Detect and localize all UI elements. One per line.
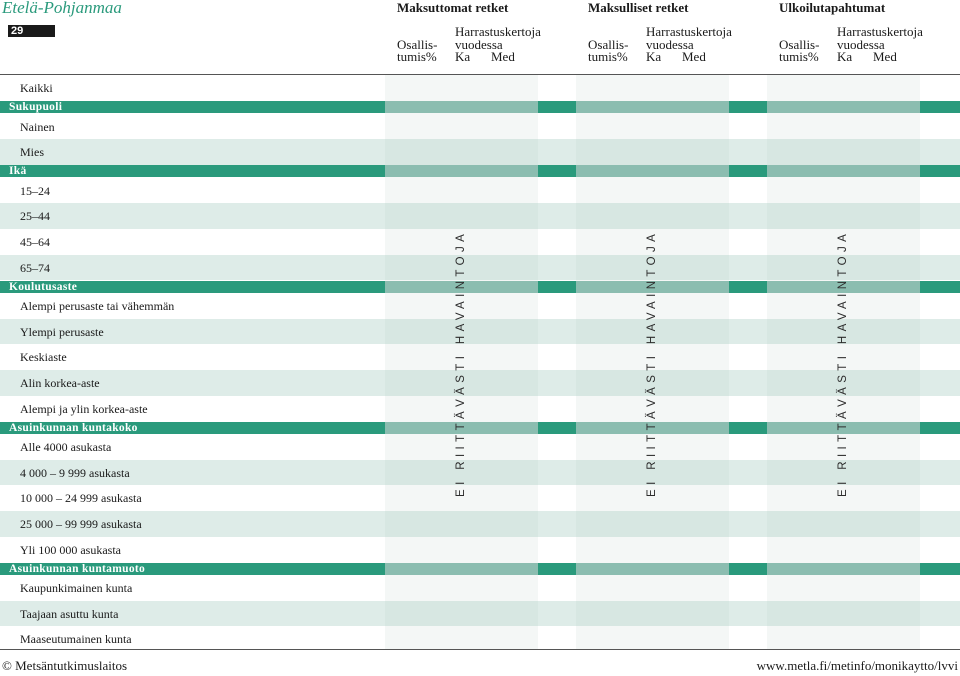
row-label: Alle 4000 asukasta	[20, 440, 112, 455]
group-title: Maksulliset retket	[588, 0, 689, 15]
table-row: 25–44	[0, 203, 960, 229]
frequency-label-2: vuodessa	[837, 37, 885, 52]
participation-label-2: tumis%	[397, 49, 437, 64]
section-header: Sukupuoli	[0, 101, 960, 114]
row-label: Alin korkea-aste	[20, 376, 100, 390]
row-label: Keskiaste	[20, 350, 67, 365]
frequency-label-2: vuodessa	[646, 37, 694, 52]
row-label: Taajaan asuttu kunta	[20, 606, 119, 621]
no-data-notice: EI RIITTÄVÄSTI HAVAINTOJA	[455, 229, 467, 497]
section-label: Sukupuoli	[9, 101, 63, 114]
row-label: Yli 100 000 asukasta	[20, 542, 121, 557]
frequency-label: Harrastuskertoja	[837, 24, 923, 39]
participation-label: Osallis-	[397, 37, 438, 52]
participation-label-2: tumis%	[779, 49, 819, 64]
median-label: Med	[873, 49, 897, 64]
median-label: Med	[682, 49, 706, 64]
footer-copyright: © Metsäntutkimuslaitos	[2, 658, 128, 673]
participation-label: Osallis-	[588, 37, 629, 52]
section-segment	[767, 421, 920, 434]
table-row: Alempi perusaste tai vähemmän	[0, 293, 960, 319]
section-segment	[385, 562, 538, 575]
section-segment	[767, 562, 920, 575]
table-row: 65–74	[0, 254, 960, 281]
frequency-label-2: vuodessa	[455, 37, 503, 52]
participation-label-2: tumis%	[588, 49, 628, 64]
table-row: Kaikki	[0, 75, 960, 101]
median-label: Med	[491, 49, 515, 64]
row-label: 25 000 – 99 999 asukasta	[20, 517, 142, 531]
mean-label: Ka	[837, 49, 853, 64]
row-label: Nainen	[20, 119, 55, 134]
row-label: Mies	[20, 145, 44, 160]
section-segment	[576, 165, 729, 178]
section-segment	[576, 101, 729, 114]
no-data-notice: EI RIITTÄVÄSTI HAVAINTOJA	[646, 229, 658, 497]
table-row: 10 000 – 24 999 asukasta	[0, 485, 960, 511]
section-segment	[385, 101, 538, 114]
section-segment	[576, 280, 729, 293]
row-label: 15–24	[20, 183, 50, 198]
section-label: Asuinkunnan kuntamuoto	[9, 562, 146, 575]
table-row: Yli 100 000 asukasta	[0, 537, 960, 563]
section-label: Asuinkunnan kuntakoko	[9, 421, 138, 434]
table-row: Alle 4000 asukasta	[0, 434, 960, 460]
table-row: 25 000 – 99 999 asukasta	[0, 511, 960, 537]
section-segment	[385, 165, 538, 178]
table-row: Mies	[0, 139, 960, 165]
section-header: Asuinkunnan kuntakoko	[0, 421, 960, 434]
section-header: Koulutusaste	[0, 280, 960, 293]
row-label: 10 000 – 24 999 asukasta	[20, 491, 142, 506]
row-label: Kaikki	[20, 81, 53, 95]
row-label: 65–74	[20, 260, 50, 275]
group-title: Ulkoilutapahtumat	[779, 0, 886, 15]
row-label: Kaupunkimainen kunta	[20, 581, 133, 596]
row-label: Ylempi perusaste	[20, 324, 104, 339]
table-row: Taajaan asuttu kunta	[0, 600, 960, 627]
page-number: 29	[8, 25, 55, 37]
table-row: 15–24	[0, 178, 960, 204]
row-label: 4 000 – 9 999 asukasta	[20, 465, 130, 480]
section-segment	[767, 101, 920, 114]
section-segment	[767, 165, 920, 178]
table-row: Nainen	[0, 114, 960, 140]
section-segment	[385, 280, 538, 293]
section-header: Ikä	[0, 165, 960, 178]
row-label: Alempi perusaste tai vähemmän	[20, 299, 175, 314]
section-segment	[576, 562, 729, 575]
table-row: 45–64	[0, 229, 960, 255]
row-label: 25–44	[20, 209, 50, 224]
mean-label: Ka	[646, 49, 662, 64]
section-segment	[385, 421, 538, 434]
row-label: Alempi ja ylin korkea-aste	[20, 401, 148, 416]
header-rule	[0, 74, 960, 75]
region-title: Etelä-Pohjanmaa	[2, 0, 122, 17]
table-row: Ylempi perusaste	[0, 318, 960, 345]
row-label: Maaseutumainen kunta	[20, 632, 132, 647]
section-label: Koulutusaste	[9, 280, 78, 293]
table-row: Kaupunkimainen kunta	[0, 575, 960, 601]
section-segment	[576, 421, 729, 434]
row-label: 45–64	[20, 235, 50, 249]
section-segment	[767, 280, 920, 293]
table-row: Maaseutumainen kunta	[0, 626, 960, 652]
participation-label: Osallis-	[779, 37, 820, 52]
group-title: Maksuttomat retket	[397, 0, 509, 15]
section-label: Ikä	[9, 165, 27, 178]
table-row: 4 000 – 9 999 asukasta	[0, 459, 960, 486]
table-row: Alin korkea-aste	[0, 370, 960, 396]
no-data-notice: EI RIITTÄVÄSTI HAVAINTOJA	[837, 229, 849, 497]
mean-label: Ka	[455, 49, 471, 64]
bottom-rule	[0, 649, 960, 650]
table-row: Alempi ja ylin korkea-aste	[0, 396, 960, 422]
footer-url: www.metla.fi/metinfo/monikaytto/lvvi	[756, 658, 958, 673]
frequency-label: Harrastuskertoja	[455, 24, 541, 39]
frequency-label: Harrastuskertoja	[646, 24, 732, 39]
table-row: Keskiaste	[0, 344, 960, 370]
section-header: Asuinkunnan kuntamuoto	[0, 562, 960, 575]
